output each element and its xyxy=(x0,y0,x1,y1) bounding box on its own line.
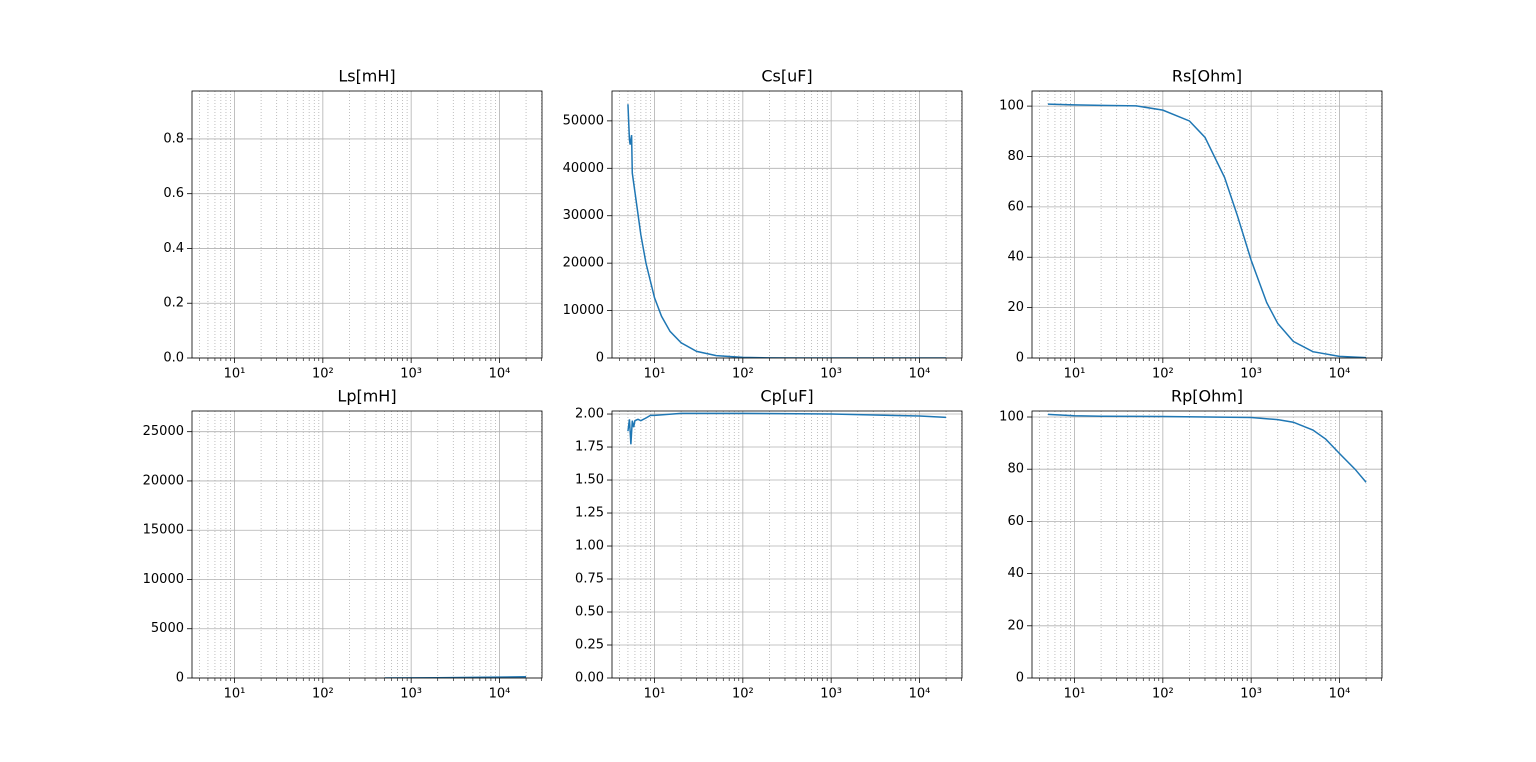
x-tick-label: 10⁴ xyxy=(1329,687,1351,702)
y-tick-label: 5000 xyxy=(151,621,184,636)
y-tick-label: 1.00 xyxy=(575,539,604,554)
y-tick-label: 10000 xyxy=(563,303,604,318)
chart-title: Ls[mH] xyxy=(338,67,395,86)
x-tick-label: 10² xyxy=(1152,687,1174,702)
chart-title: Cs[uF] xyxy=(761,67,812,86)
y-tick-label: 1.50 xyxy=(575,473,604,488)
x-tick-label: 10³ xyxy=(400,367,422,382)
x-tick-label: 10³ xyxy=(1240,687,1262,702)
x-tick-label: 10⁴ xyxy=(489,687,511,702)
y-tick-label: 0.2 xyxy=(163,296,184,311)
x-tick-label: 10¹ xyxy=(644,367,666,382)
chart-title: Rs[Ohm] xyxy=(1172,67,1242,86)
y-tick-label: 20 xyxy=(1007,300,1024,315)
y-tick-label: 0.4 xyxy=(163,241,184,256)
axes-frame xyxy=(611,90,963,359)
y-tick-label: 30000 xyxy=(563,208,604,223)
y-tick-label: 25000 xyxy=(143,424,184,439)
x-tick-label: 10⁴ xyxy=(909,687,931,702)
y-tick-label: 0 xyxy=(1016,351,1024,366)
y-tick-label: 0.8 xyxy=(163,131,184,146)
x-tick-label: 10¹ xyxy=(644,687,666,702)
y-tick-label: 40 xyxy=(1007,566,1024,581)
y-tick-label: 2.00 xyxy=(575,407,604,422)
y-tick-label: 100 xyxy=(999,410,1024,425)
y-tick-label: 50000 xyxy=(563,113,604,128)
y-tick-label: 1.25 xyxy=(575,506,604,521)
axes-frame xyxy=(1031,90,1383,359)
y-tick-label: 0.6 xyxy=(163,186,184,201)
line xyxy=(627,412,947,445)
y-tick-label: 0.75 xyxy=(575,572,604,587)
line xyxy=(1047,103,1367,358)
y-tick-label: 0 xyxy=(1016,671,1024,686)
y-tick-label: 0.0 xyxy=(163,351,184,366)
y-tick-label: 80 xyxy=(1007,462,1024,477)
x-tick-label: 10³ xyxy=(1240,367,1262,382)
x-tick-label: 10¹ xyxy=(1064,687,1086,702)
x-tick-label: 10⁴ xyxy=(489,367,511,382)
axes-frame xyxy=(191,410,543,679)
x-tick-label: 10² xyxy=(732,687,754,702)
line xyxy=(1047,413,1367,483)
x-tick-label: 10³ xyxy=(820,687,842,702)
axes-frame xyxy=(611,410,963,679)
x-tick-label: 10¹ xyxy=(224,367,246,382)
y-tick-label: 20000 xyxy=(143,473,184,488)
axes-frame xyxy=(191,90,543,359)
x-tick-label: 10² xyxy=(732,367,754,382)
chart-title: Lp[mH] xyxy=(337,387,396,406)
y-tick-label: 1.75 xyxy=(575,440,604,455)
x-tick-label: 10² xyxy=(1152,367,1174,382)
x-tick-label: 10⁴ xyxy=(909,367,931,382)
y-tick-label: 20 xyxy=(1007,618,1024,633)
y-tick-label: 15000 xyxy=(143,523,184,538)
chart-title: Cp[uF] xyxy=(760,387,813,406)
axes-frame xyxy=(1031,410,1383,679)
x-tick-label: 10³ xyxy=(820,367,842,382)
x-tick-label: 10² xyxy=(312,367,334,382)
y-tick-label: 60 xyxy=(1007,199,1024,214)
y-tick-label: 10000 xyxy=(143,572,184,587)
x-tick-label: 10¹ xyxy=(224,687,246,702)
y-tick-label: 40 xyxy=(1007,250,1024,265)
y-tick-label: 80 xyxy=(1007,149,1024,164)
y-tick-label: 60 xyxy=(1007,514,1024,529)
y-tick-label: 0.25 xyxy=(575,638,604,653)
line xyxy=(627,104,947,358)
y-tick-label: 100 xyxy=(999,99,1024,114)
chart-title: Rp[Ohm] xyxy=(1171,387,1243,406)
x-tick-label: 10⁴ xyxy=(1329,367,1351,382)
y-tick-label: 0.50 xyxy=(575,605,604,620)
y-tick-label: 0.00 xyxy=(575,671,604,686)
x-tick-label: 10¹ xyxy=(1064,367,1086,382)
x-tick-label: 10² xyxy=(312,687,334,702)
y-tick-label: 0 xyxy=(596,351,604,366)
y-tick-label: 0 xyxy=(176,671,184,686)
y-tick-label: 40000 xyxy=(563,161,604,176)
y-tick-label: 20000 xyxy=(563,256,604,271)
x-tick-label: 10³ xyxy=(400,687,422,702)
